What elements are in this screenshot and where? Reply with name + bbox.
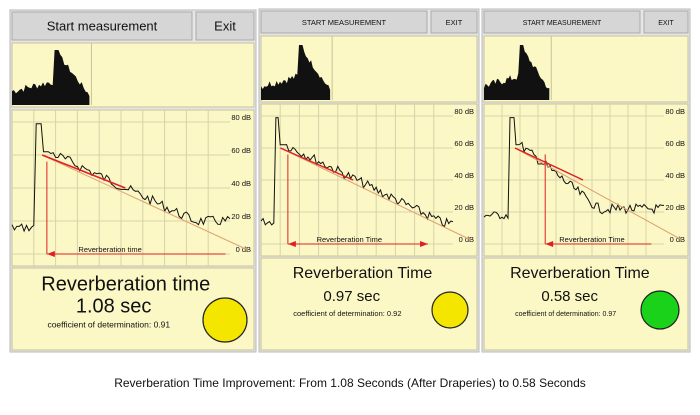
start-button-label[interactable]: START MEASUREMENT bbox=[523, 20, 602, 27]
indicator bbox=[202, 297, 248, 343]
coefficient: coefficient of determination: 0.91 bbox=[47, 319, 170, 329]
start-button[interactable] bbox=[260, 10, 428, 34]
indicator bbox=[431, 291, 469, 329]
regression-line bbox=[280, 147, 354, 181]
axis-label: 40 dB bbox=[231, 179, 251, 188]
result-title: Reverberation Time bbox=[293, 265, 433, 282]
spectrum bbox=[12, 50, 90, 105]
result-title: Reverberation time bbox=[41, 273, 210, 295]
axis-label: 60 dB bbox=[454, 139, 474, 148]
result-value: 0.58 sec bbox=[541, 288, 598, 305]
regression-line bbox=[41, 154, 126, 189]
exit-button[interactable] bbox=[430, 10, 478, 34]
coefficient: coefficient of determination: 0.97 bbox=[515, 311, 616, 318]
axis-label: 40 dB bbox=[665, 171, 685, 180]
exit-button-label[interactable]: Exit bbox=[214, 18, 236, 33]
exit-button-label[interactable]: EXIT bbox=[658, 20, 674, 27]
exit-button[interactable] bbox=[195, 11, 255, 41]
axis-label: 20 dB bbox=[231, 212, 251, 221]
axis-label: 20 dB bbox=[454, 203, 474, 212]
arrow-head bbox=[287, 241, 296, 247]
arrow-head bbox=[420, 241, 429, 247]
axis-label: 0 dB bbox=[236, 245, 251, 254]
extrapolation-line bbox=[41, 154, 249, 251]
decay-curve bbox=[483, 117, 664, 220]
axis-label: 80 dB bbox=[454, 107, 474, 116]
arrow-label: Reverberation Time bbox=[559, 235, 624, 244]
spectrum bbox=[484, 45, 550, 100]
result-value: 0.97 sec bbox=[323, 288, 380, 305]
decay-curve bbox=[260, 117, 454, 228]
start-button[interactable] bbox=[483, 10, 641, 34]
axis-label: 0 dB bbox=[670, 235, 685, 244]
start-button[interactable] bbox=[11, 11, 193, 41]
decay-curve bbox=[11, 123, 231, 233]
regression-line bbox=[514, 147, 584, 181]
arrow-label: Reverberation time bbox=[78, 245, 141, 254]
arrow-label: Reverberation Time bbox=[317, 235, 382, 244]
exit-button[interactable] bbox=[643, 10, 689, 34]
axis-label: 20 dB bbox=[665, 203, 685, 212]
result-title: Reverberation Time bbox=[510, 265, 650, 282]
caption: Reverberation Time Improvement: From 1.0… bbox=[114, 376, 586, 390]
extrapolation-line bbox=[280, 147, 472, 241]
indicator bbox=[640, 290, 680, 330]
coefficient: coefficient of determination: 0.92 bbox=[293, 309, 401, 318]
start-button-label[interactable]: Start measurement bbox=[47, 18, 158, 33]
axis-label: 80 dB bbox=[665, 107, 685, 116]
arrow-head bbox=[545, 241, 554, 247]
axis-label: 80 dB bbox=[231, 113, 251, 122]
axis-label: 0 dB bbox=[459, 235, 474, 244]
exit-button-label[interactable]: EXIT bbox=[446, 18, 463, 27]
axis-label: 40 dB bbox=[454, 171, 474, 180]
axis-label: 60 dB bbox=[665, 139, 685, 148]
spectrum bbox=[261, 45, 331, 100]
axis-label: 60 dB bbox=[231, 146, 251, 155]
arrow-head bbox=[46, 251, 55, 257]
extrapolation-line bbox=[514, 147, 683, 241]
start-button-label[interactable]: START MEASUREMENT bbox=[302, 18, 387, 27]
result-value: 1.08 sec bbox=[76, 295, 152, 317]
